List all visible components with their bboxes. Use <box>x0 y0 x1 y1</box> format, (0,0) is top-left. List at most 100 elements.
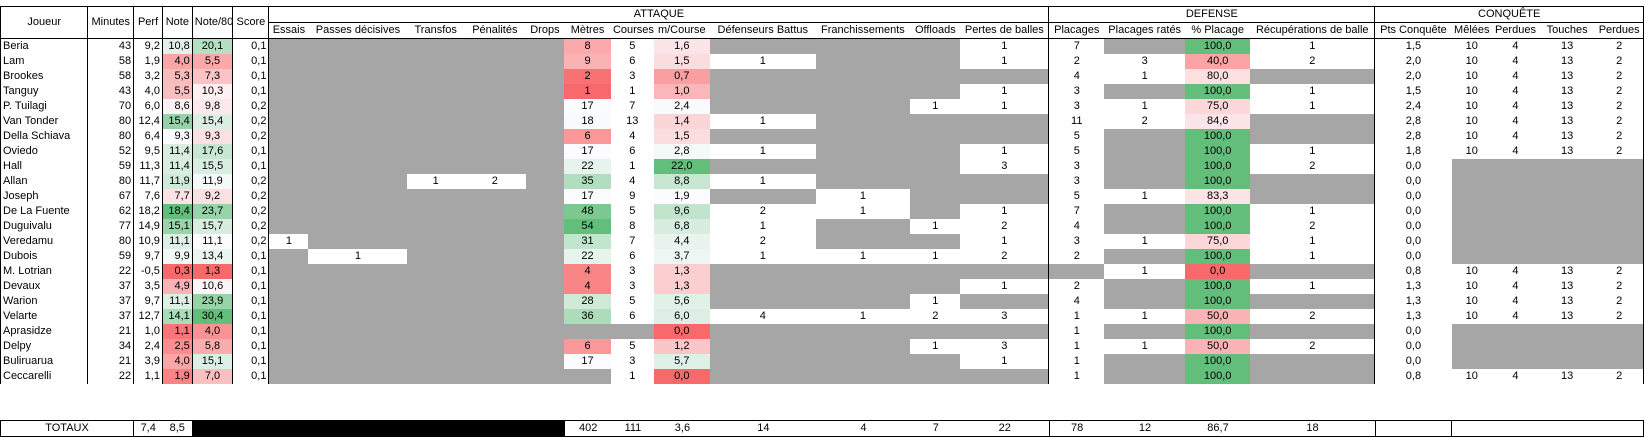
col-header-note: Note <box>161 6 193 39</box>
cell-melees <box>1451 354 1493 369</box>
cell-pct-placage: 75,0 <box>1185 234 1251 249</box>
table-row: M. Lotrian 22 -0,5 0,3 1,3 0,1 4 3 1,3 1 0,0 0,8 10 4… <box>0 264 1644 279</box>
cell-recuperations <box>1250 354 1376 369</box>
cell-pts-conquete: 0,0 <box>1374 339 1452 354</box>
cell-touches <box>1538 249 1596 264</box>
cell-transfos <box>407 84 464 99</box>
cell-recuperations <box>1250 264 1376 279</box>
cell-pts-conquete: 2,4 <box>1374 99 1452 114</box>
col-header-perf: Perf <box>133 6 163 39</box>
cell-note80: 30,4 <box>191 309 234 324</box>
cell-perf: 12,7 <box>133 309 163 324</box>
cell-penalites <box>463 38 526 54</box>
cell-pertes-de-balles <box>960 189 1050 204</box>
cell-essais <box>268 174 309 189</box>
cell-courses: 1 <box>629 85 636 97</box>
cell-note80: 5,5 <box>191 54 234 69</box>
player-stats-table: Joueur Minutes Perf Note Note/80 Score A… <box>0 6 1644 384</box>
cell-defenseurs-battus: 1 <box>759 115 766 127</box>
cell-defenseurs-battus <box>710 99 816 114</box>
cell-perf: 3,5 <box>133 279 163 294</box>
cell-touches: 13 <box>1561 130 1574 142</box>
cell-courses: 6 <box>629 55 636 67</box>
cell-defenseurs-battus: 4 <box>759 310 766 322</box>
cell-pct-placage: 100,0 <box>1185 144 1251 159</box>
cell-franchissements <box>815 339 911 354</box>
cell-pertes-de-balles <box>960 324 1050 339</box>
cell-score: 0,1 <box>232 84 270 99</box>
cell-minutes: 80 <box>87 174 135 189</box>
cell-melees-perdues: 4 <box>1512 145 1519 157</box>
cell-placages-rates: 1 <box>1141 310 1148 322</box>
cell-metres: 8 <box>564 38 611 54</box>
cell-penalites: 2 <box>491 175 498 187</box>
cell-score: 0,1 <box>232 38 270 54</box>
cell-pertes-de-balles <box>960 114 1050 129</box>
cell-pts-conquete: 0,0 <box>1374 234 1452 249</box>
cell-score: 0,1 <box>232 294 270 309</box>
cell-offloads <box>910 144 961 159</box>
col-header-defenseurs-battus: Défenseurs Battus <box>710 22 816 39</box>
cell-melees-perdues <box>1492 339 1539 354</box>
cell-pts-conquete: 2,8 <box>1374 129 1452 144</box>
cell-joueur: Tanguy <box>0 84 89 99</box>
cell-melees: 10 <box>1465 70 1478 82</box>
cell-minutes: 43 <box>87 84 135 99</box>
cell-passes-decisives <box>308 114 408 129</box>
cell-score: 0,2 <box>232 219 270 234</box>
cell-melees-perdues: 4 <box>1512 295 1519 307</box>
cell-essais <box>268 294 309 309</box>
cell-transfos <box>407 264 464 279</box>
cell-penalites <box>463 99 526 114</box>
col-header-placages: Placages <box>1048 22 1105 39</box>
cell-penalites <box>463 354 526 369</box>
cell-m-course: 2,8 <box>653 144 711 159</box>
table-row: Joseph 67 7,6 7,7 9,2 0,2 17 9 1,9 1 5 1 83,3 0,0 <box>0 189 1644 204</box>
col-header-metres: Mètres <box>564 22 611 39</box>
cell-touches-perdues <box>1595 339 1644 354</box>
cell-pct-placage: 100,0 <box>1185 174 1251 189</box>
cell-offloads <box>910 54 961 69</box>
cell-placages: 2 <box>1048 279 1105 294</box>
cell-penalites <box>463 279 526 294</box>
cell-touches: 13 <box>1561 370 1574 382</box>
cell-defenseurs-battus: 2 <box>759 205 766 217</box>
cell-note: 5,5 <box>161 84 193 99</box>
cell-placages-rates <box>1104 294 1186 309</box>
cell-transfos <box>407 144 464 159</box>
cell-penalites <box>463 369 526 384</box>
cell-note80: 10,6 <box>191 279 234 294</box>
cell-perf: 3,9 <box>133 354 163 369</box>
cell-perf: 10,9 <box>133 234 163 249</box>
cell-joueur: Lam <box>0 54 89 69</box>
totals-recuperations: 18 <box>1250 420 1376 437</box>
cell-franchissements <box>815 38 911 54</box>
cell-placages-rates: 1 <box>1141 100 1148 112</box>
cell-placages <box>1048 264 1105 279</box>
cell-m-course: 2,4 <box>653 99 711 114</box>
cell-passes-decisives <box>308 129 408 144</box>
cell-franchissements: 1 <box>859 190 866 202</box>
cell-note80: 7,0 <box>191 369 234 384</box>
cell-perf: 11,3 <box>133 159 163 174</box>
cell-penalites <box>463 324 526 339</box>
cell-minutes: 59 <box>87 159 135 174</box>
cell-franchissements <box>815 174 911 189</box>
cell-placages: 4 <box>1048 219 1105 234</box>
cell-melees <box>1451 324 1493 339</box>
cell-offloads <box>910 369 961 384</box>
cell-recuperations: 1 <box>1250 249 1376 264</box>
table-row: De La Fuente 62 18,2 18,4 23,7 0,2 48 5 9,6 2 1 1 7 1… <box>0 204 1644 219</box>
cell-touches: 13 <box>1561 310 1574 322</box>
cell-note80: 15,4 <box>191 114 234 129</box>
totals-conquete-blank <box>1374 420 1453 437</box>
cell-drops <box>525 69 565 84</box>
cell-note: 11,1 <box>161 294 193 309</box>
cell-recuperations: 2 <box>1250 159 1376 174</box>
cell-passes-decisives <box>308 99 408 114</box>
cell-penalites <box>463 84 526 99</box>
cell-offloads <box>910 189 961 204</box>
cell-placages: 11 <box>1048 114 1105 129</box>
col-header-touches: Touches <box>1538 22 1596 39</box>
cell-note80: 15,5 <box>191 159 234 174</box>
